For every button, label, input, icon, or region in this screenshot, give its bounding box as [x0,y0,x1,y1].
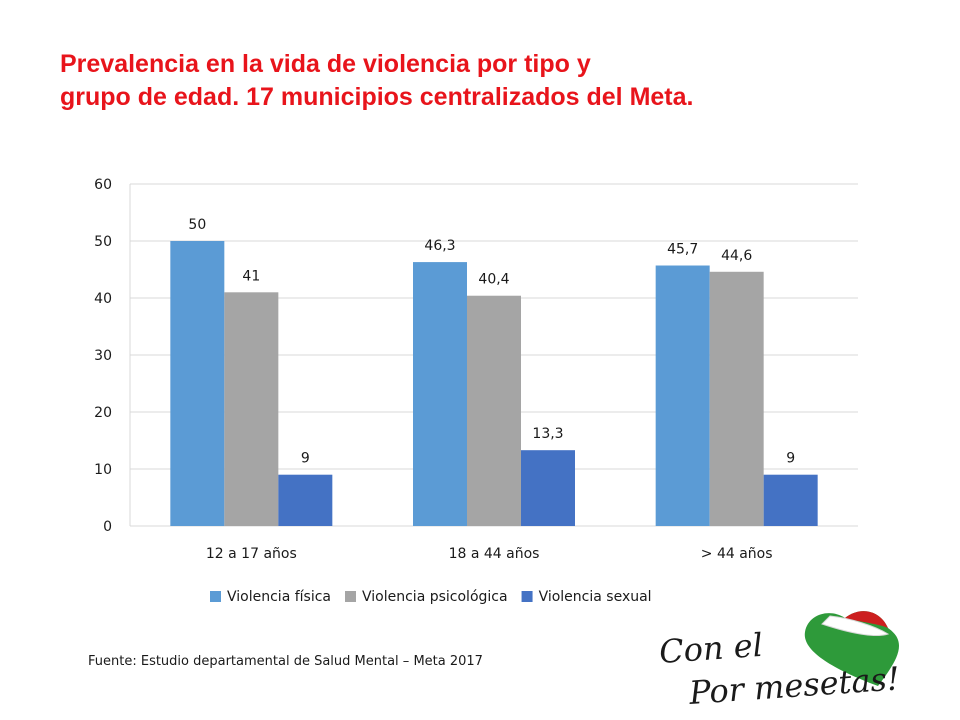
data-label: 44,6 [721,248,752,264]
bar [655,265,710,526]
heart-flag-icon [804,611,900,686]
title-line-1: Prevalencia en la vida de violencia por … [60,50,591,78]
data-label: 45,7 [667,242,698,258]
data-label: 9 [786,451,795,467]
bar-chart: 0 10 20 30 40 50 60 50 41 9 12 a 17 años 46,3 40,4 13… [94,177,858,605]
bar [467,295,521,526]
bar [521,450,575,526]
bar [763,474,818,526]
legend-swatch [345,591,356,602]
x-tick-label: 18 a 44 años [449,546,540,562]
y-tick-label: 50 [94,234,112,250]
y-tick-label: 60 [94,177,112,193]
data-label: 40,4 [478,272,509,288]
con-el-por-mesetas-logo: Con el Por mesetas! [658,611,901,712]
bar [278,474,333,526]
x-tick-label: > 44 años [701,546,773,562]
data-label: 9 [301,451,310,467]
data-label: 41 [242,268,260,284]
legend-swatch [210,591,221,602]
legend-swatch [521,591,533,602]
data-label: 13,3 [532,426,563,442]
logo-line-2: Por mesetas! [687,659,901,712]
logo-line-1: Con el [658,626,764,671]
data-label: 46,3 [424,238,455,254]
legend-label: Violencia psicológica [362,589,508,605]
data-label: 50 [188,217,206,233]
y-tick-label: 10 [94,462,112,478]
bar [709,271,764,526]
y-tick-label: 40 [94,291,112,307]
source-note: Fuente: Estudio departamental de Salud M… [88,654,483,669]
bar [413,262,467,526]
bar [170,241,225,526]
y-tick-label: 0 [103,519,112,535]
legend-label: Violencia física [227,589,331,605]
page-title: Prevalencia en la vida de violencia por … [60,48,920,114]
title-line-2: grupo de edad. 17 municipios centralizad… [60,83,694,111]
bar [224,292,279,526]
legend-label: Violencia sexual [539,589,652,605]
y-tick-label: 20 [94,405,112,421]
x-tick-label: 12 a 17 años [206,546,297,562]
y-tick-label: 30 [94,348,112,364]
